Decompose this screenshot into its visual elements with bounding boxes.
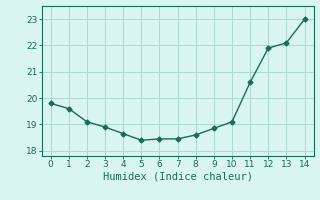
- X-axis label: Humidex (Indice chaleur): Humidex (Indice chaleur): [103, 172, 252, 182]
